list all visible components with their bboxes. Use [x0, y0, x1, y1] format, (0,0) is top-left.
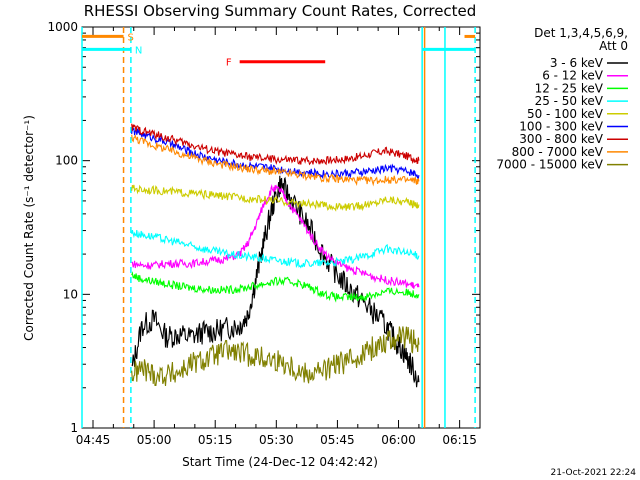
y-tick-label: 100 — [55, 154, 78, 168]
x-tick-label: 05:15 — [198, 433, 233, 447]
legend-label: 800 - 7000 keV — [512, 145, 604, 159]
chart-title: RHESSI Observing Summary Count Rates, Co… — [84, 2, 477, 20]
legend-label: 25 - 50 keV — [535, 94, 604, 108]
x-tick-label: 04:45 — [76, 433, 111, 447]
x-tick-label: 05:00 — [137, 433, 172, 447]
legend-label: 300 - 800 keV — [519, 132, 603, 146]
annotation-bar-label: F — [226, 58, 232, 69]
legend-label: 7000 - 15000 keV — [496, 158, 603, 172]
series-line — [131, 123, 420, 166]
legend-label: 100 - 300 keV — [519, 120, 603, 134]
x-tick-label: 06:15 — [442, 433, 477, 447]
series-line — [131, 184, 420, 212]
legend-header-attenuator: Att 0 — [599, 39, 628, 53]
footer-timestamp: 21-Oct-2021 22:24 — [551, 468, 637, 478]
series-line — [131, 184, 420, 289]
legend-header-detectors: Det 1,3,4,5,6,9, — [534, 26, 628, 40]
series-line — [131, 271, 420, 303]
y-tick-label: 1 — [70, 421, 78, 435]
x-tick-label: 06:00 — [381, 433, 416, 447]
y-tick-label: 10 — [63, 287, 78, 301]
annotation-bar-label: N — [135, 45, 142, 56]
series-line — [131, 126, 420, 180]
x-tick-label: 05:30 — [259, 433, 294, 447]
annotation-bar-label: S — [128, 32, 134, 43]
legend-label: 12 - 25 keV — [535, 81, 604, 95]
x-tick-label: 05:45 — [320, 433, 355, 447]
series-line — [131, 134, 420, 187]
plot-area: 1 10 100 1000 04:45 05:00 05:15 05:30 05:45 06:00… — [47, 20, 481, 447]
legend-label: 50 - 100 keV — [527, 107, 604, 121]
x-axis-label: Start Time (24-Dec-12 04:42:42) — [182, 455, 378, 469]
legend-label: 3 - 6 keV — [550, 56, 604, 70]
series-line — [131, 229, 420, 269]
series-line — [131, 326, 420, 387]
y-axis-label: Corrected Count Rate (s⁻¹ detector⁻¹) — [22, 115, 36, 341]
y-tick-label: 1000 — [47, 20, 78, 34]
legend-label: 6 - 12 keV — [542, 69, 604, 83]
